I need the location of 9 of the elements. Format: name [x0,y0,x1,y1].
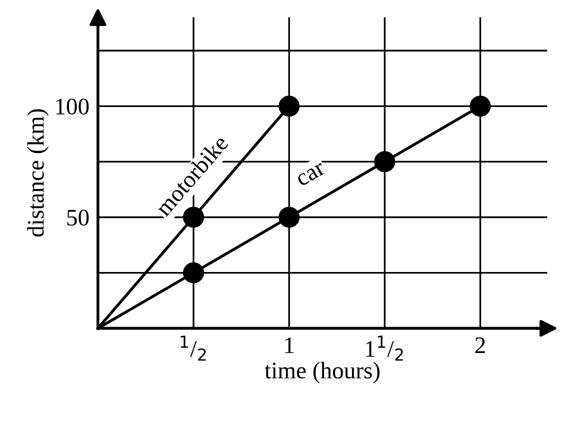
y-axis-title: distance (km) [27,109,49,237]
x-tick-label: 1$^{1}$/$_{2}$ [366,336,403,361]
y-tick-label: 50 [67,210,89,226]
text: car [296,162,326,187]
x-tick-label: 1 [285,337,294,354]
x-tick-label: 2 [475,337,485,354]
x-tick-label: $^{1}$/$_{2}$ [180,336,206,361]
y-tick-label: 100 [56,98,89,115]
x-axis-title: time (hours) [264,362,380,384]
